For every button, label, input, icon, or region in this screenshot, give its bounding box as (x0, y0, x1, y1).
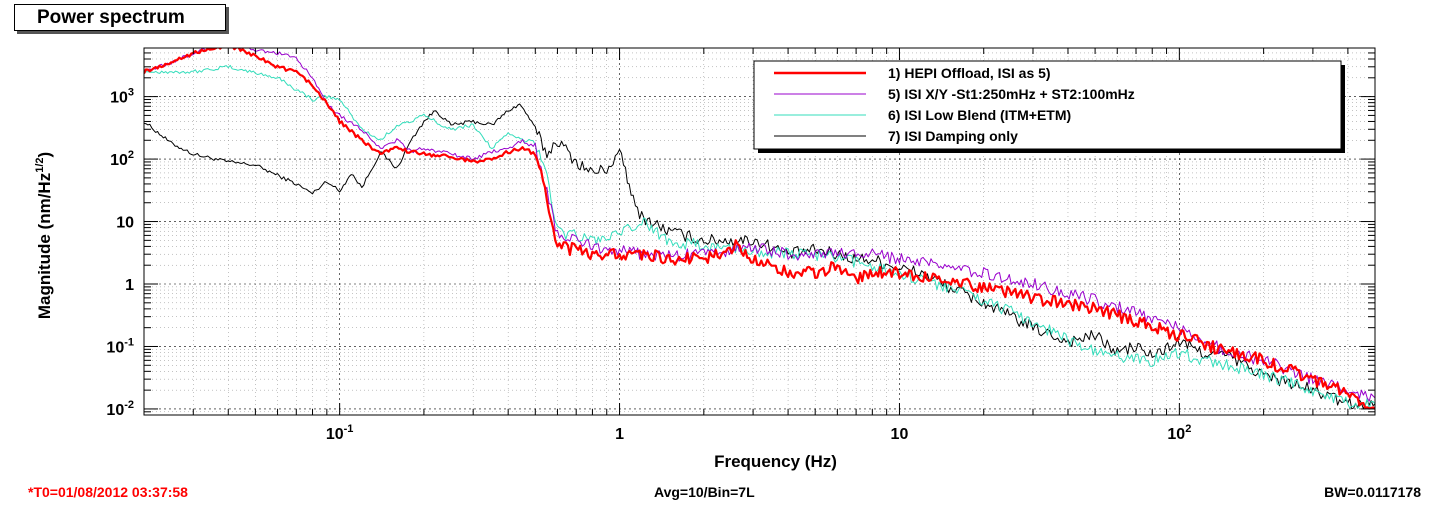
series-line-4 (144, 48, 1375, 410)
y-tick-label: 10 (116, 215, 134, 232)
plot-frame (143, 47, 1376, 416)
legend-entry: 7) ISI Damping only (888, 128, 1018, 144)
x-tick-label: 10 (891, 426, 909, 443)
series-line-2 (144, 64, 1375, 410)
legend-entry: 6) ISI Low Blend (ITM+ETM) (888, 107, 1071, 123)
y-tick-label: 1 (125, 277, 134, 294)
y-axis-label: Magnitude (nm/Hz1/2) (34, 152, 54, 319)
axes: 10-1 1 10 102 10-2 10-1 1 10 102 103 (106, 47, 1376, 443)
series-line-3 (144, 48, 1375, 402)
legend-entry: 1) HEPI Offload, ISI as 5) (888, 65, 1051, 81)
footer-bw: BW=0.0117178 (1324, 484, 1421, 500)
y-tick-label: 10-2 (106, 399, 134, 419)
legend: 1) HEPI Offload, ISI as 5) 5) ISI X/Y -St… (753, 60, 1345, 153)
y-tick-label: 10-1 (106, 336, 134, 356)
y-tick-label: 103 (110, 87, 134, 107)
y-tick-label: 102 (110, 149, 134, 169)
footer-t0: *T0=01/08/2012 03:37:58 (28, 484, 188, 500)
series-lines (144, 48, 1375, 410)
footer-avg: Avg=10/Bin=7L (654, 484, 755, 500)
x-tick-label: 102 (1167, 423, 1191, 443)
x-tick-label: 10-1 (326, 423, 354, 443)
legend-box (753, 60, 1342, 150)
chart-title: Power spectrum (14, 4, 226, 31)
legend-entry: 5) ISI X/Y -St1:250mHz + ST2:100mHz (888, 86, 1135, 102)
grid-lines (143, 47, 1376, 416)
x-tick-label: 1 (615, 426, 624, 443)
series-line-1 (144, 103, 1375, 410)
x-axis-label: Frequency (Hz) (714, 452, 837, 471)
